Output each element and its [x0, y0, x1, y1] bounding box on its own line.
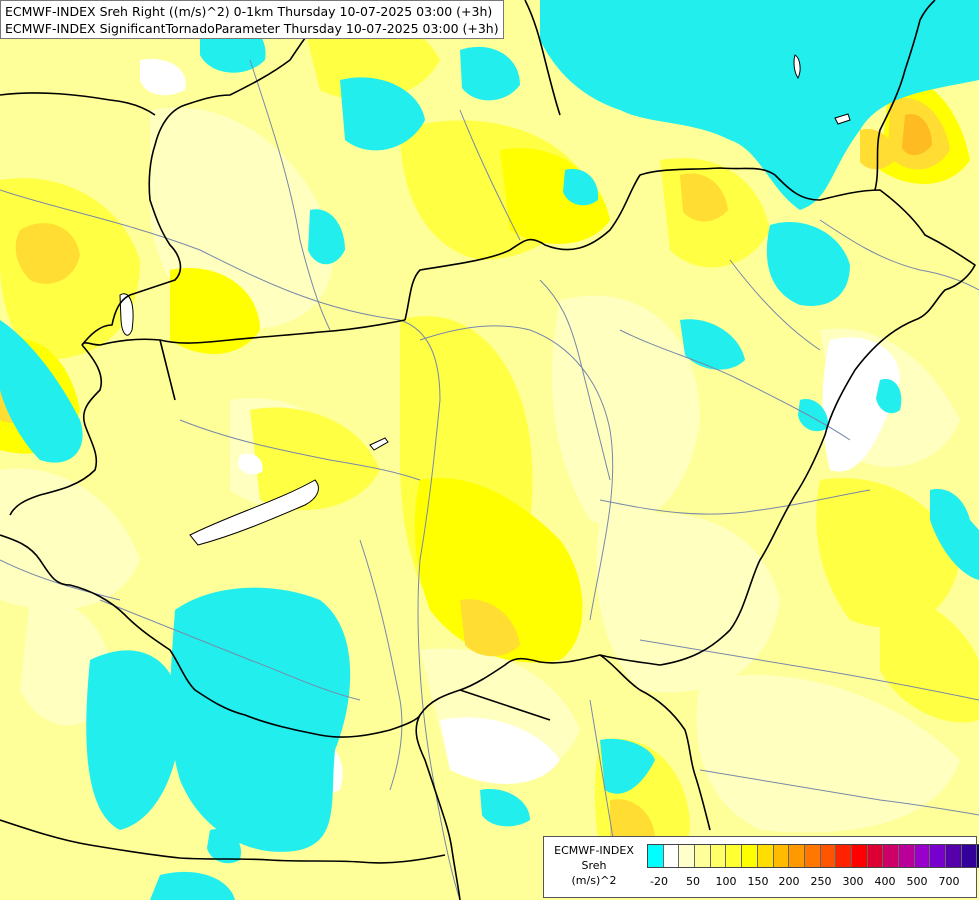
legend-unit: (m/s)^2: [571, 874, 617, 887]
lakes: [119, 54, 851, 546]
legend-swatch: [946, 845, 962, 867]
legend-tick-label: 150: [747, 875, 769, 888]
legend-tick-label: 300: [842, 875, 864, 888]
legend-tick-label: 500: [906, 875, 928, 888]
legend-swatch: [883, 845, 899, 867]
color-legend: ECMWF-INDEX Sreh (m/s)^2 -20 50 100 150 200 2…: [543, 836, 979, 898]
legend-swatch: [804, 845, 821, 867]
legend-tick-labels: -20 50 100 150 200 250 300 400 500 700: [647, 875, 977, 891]
legend-swatch: [867, 845, 884, 867]
legend-tick-label: -20: [650, 875, 668, 888]
legend-tick-label: 700: [938, 875, 960, 888]
legend-swatch: [648, 845, 664, 867]
legend-swatch: [773, 845, 790, 867]
legend-swatch: [757, 845, 774, 867]
legend-tick-label: 200: [778, 875, 800, 888]
legend-labels: ECMWF-INDEX Sreh (m/s)^2: [544, 843, 644, 888]
legend-swatch: [742, 845, 758, 867]
legend-swatch: [930, 845, 947, 867]
legend-swatch: [663, 845, 680, 867]
map-title-line-2: ECMWF-INDEX SignificantTornadoParameter …: [5, 21, 499, 36]
legend-swatch: [851, 845, 868, 867]
legend-swatch: [820, 845, 837, 867]
map-title-box: ECMWF-INDEX Sreh Right ((m/s)^2) 0-1km T…: [0, 0, 504, 39]
legend-model: ECMWF-INDEX: [554, 844, 634, 857]
legend-swatch: [961, 845, 978, 867]
legend-color-bar: [647, 844, 979, 868]
legend-swatch: [899, 845, 915, 867]
legend-swatch: [977, 845, 979, 867]
legend-swatch: [726, 845, 743, 867]
legend-swatch: [789, 845, 805, 867]
legend-tick-label: 400: [874, 875, 896, 888]
legend-swatch: [710, 845, 727, 867]
legend-swatch: [695, 845, 711, 867]
legend-swatch: [679, 845, 696, 867]
legend-parameter: Sreh: [581, 859, 607, 872]
legend-tick-label: 250: [810, 875, 832, 888]
legend-tick-label: 50: [686, 875, 700, 888]
legend-swatch: [914, 845, 931, 867]
legend-tick-label: 100: [715, 875, 737, 888]
legend-swatch: [836, 845, 852, 867]
map-title-line-1: ECMWF-INDEX Sreh Right ((m/s)^2) 0-1km T…: [5, 4, 493, 19]
